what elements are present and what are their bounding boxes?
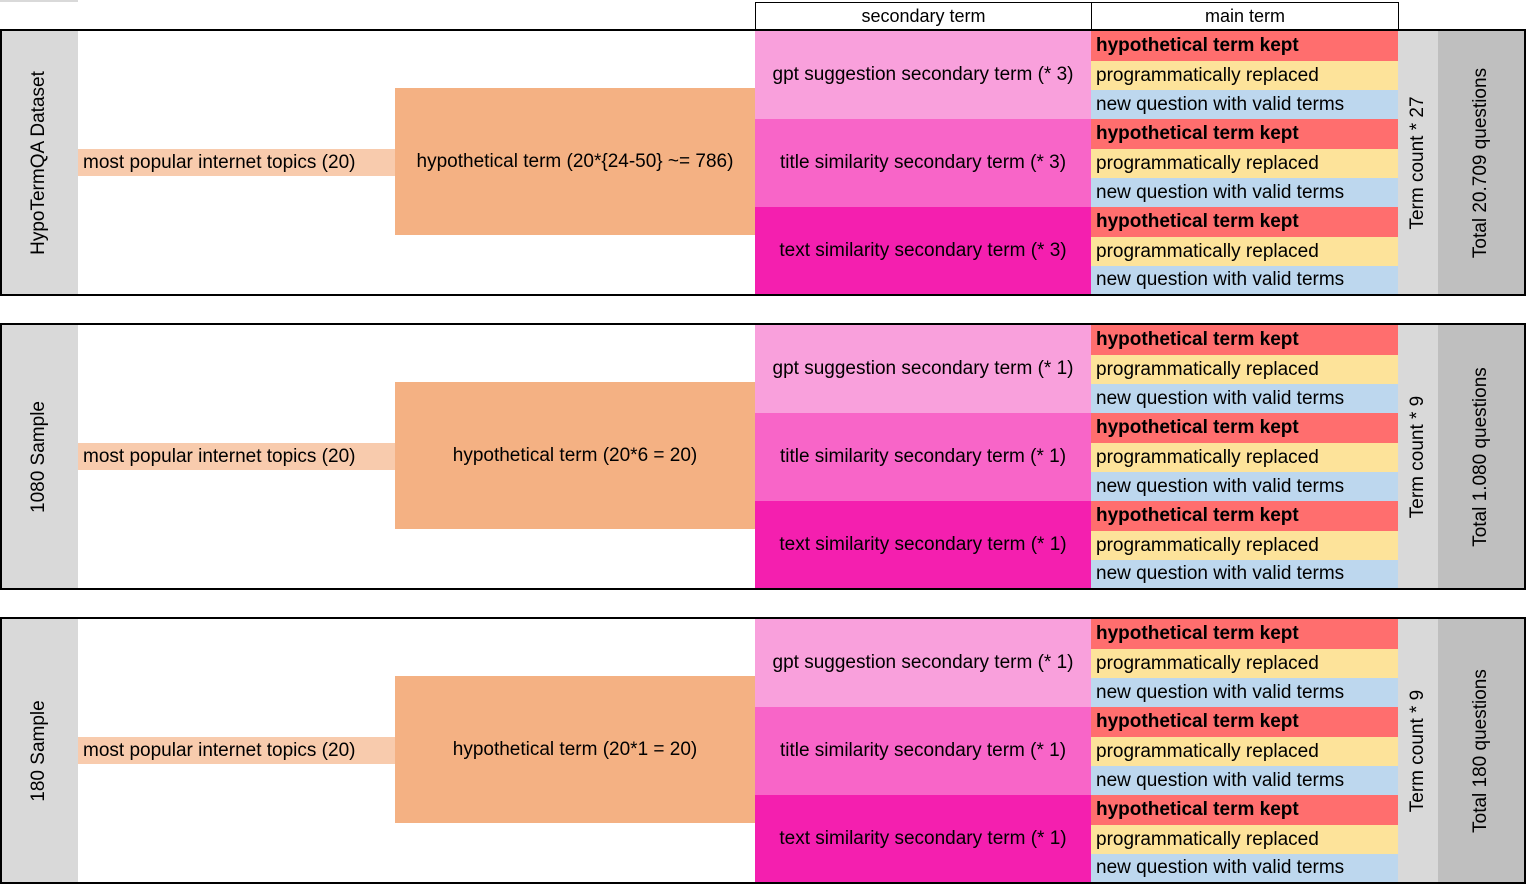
main-kept: hypothetical term kept bbox=[1091, 795, 1398, 825]
main-new-question: new question with valid terms bbox=[1091, 678, 1398, 707]
main-kept: hypothetical term kept bbox=[1091, 413, 1398, 443]
secondary-text-box: text similarity secondary term (* 1) bbox=[755, 795, 1091, 882]
main-kept: hypothetical term kept bbox=[1091, 325, 1398, 355]
corner-cell bbox=[0, 0, 78, 2]
secondary-gpt-box: gpt suggestion secondary term (* 1) bbox=[755, 619, 1091, 707]
main-replaced: programmatically replaced bbox=[1091, 237, 1398, 266]
secondary-text-box: text similarity secondary term (* 3) bbox=[755, 207, 1091, 294]
main-new-question: new question with valid terms bbox=[1091, 854, 1398, 882]
secondary-title-box: title similarity secondary term (* 1) bbox=[755, 707, 1091, 795]
section-label-cell: 180 Sample bbox=[0, 617, 78, 884]
secondary-term-header: secondary term bbox=[755, 2, 1092, 31]
main-kept: hypothetical term kept bbox=[1091, 207, 1398, 237]
main-kept: hypothetical term kept bbox=[1091, 119, 1398, 149]
main-new-question: new question with valid terms bbox=[1091, 384, 1398, 413]
main-new-question: new question with valid terms bbox=[1091, 766, 1398, 795]
main-new-question: new question with valid terms bbox=[1091, 90, 1398, 119]
topics-box: most popular internet topics (20) bbox=[78, 149, 395, 176]
main-replaced: programmatically replaced bbox=[1091, 825, 1398, 854]
main-kept: hypothetical term kept bbox=[1091, 707, 1398, 737]
main-replaced: programmatically replaced bbox=[1091, 443, 1398, 472]
term-count-cell: Term count * 9 bbox=[1398, 619, 1438, 882]
main-replaced: programmatically replaced bbox=[1091, 61, 1398, 90]
main-term-header: main term bbox=[1091, 2, 1399, 31]
section-frame bbox=[0, 323, 1526, 590]
section-label-cell: HypoTermQA Dataset bbox=[0, 29, 78, 296]
main-replaced: programmatically replaced bbox=[1091, 355, 1398, 384]
secondary-gpt-box: gpt suggestion secondary term (* 1) bbox=[755, 325, 1091, 413]
main-replaced: programmatically replaced bbox=[1091, 649, 1398, 678]
section-180-sample: 180 Sample most popular internet topics … bbox=[0, 617, 1526, 884]
hypothetical-term-box: hypothetical term (20*{24-50} ~= 786) bbox=[395, 88, 755, 235]
section-frame bbox=[0, 29, 1526, 296]
main-new-question: new question with valid terms bbox=[1091, 178, 1398, 207]
topics-box: most popular internet topics (20) bbox=[78, 443, 395, 470]
main-new-question: new question with valid terms bbox=[1091, 266, 1398, 294]
secondary-gpt-box: gpt suggestion secondary term (* 3) bbox=[755, 31, 1091, 119]
term-count-cell: Term count * 9 bbox=[1398, 325, 1438, 588]
main-replaced: programmatically replaced bbox=[1091, 737, 1398, 766]
main-new-question: new question with valid terms bbox=[1091, 472, 1398, 501]
total-cell: Total 20.709 questions bbox=[1438, 31, 1524, 294]
secondary-text-box: text similarity secondary term (* 1) bbox=[755, 501, 1091, 588]
term-count-cell: Term count * 27 bbox=[1398, 31, 1438, 294]
topics-box: most popular internet topics (20) bbox=[78, 737, 395, 764]
total-cell: Total 180 questions bbox=[1438, 619, 1524, 882]
main-kept: hypothetical term kept bbox=[1091, 31, 1398, 61]
section-hypotermqa: HypoTermQA Dataset most popular internet… bbox=[0, 29, 1526, 296]
section-1080-sample: 1080 Sample most popular internet topics… bbox=[0, 323, 1526, 590]
section-frame bbox=[0, 617, 1526, 884]
main-replaced: programmatically replaced bbox=[1091, 149, 1398, 178]
main-kept: hypothetical term kept bbox=[1091, 619, 1398, 649]
hypothetical-term-box: hypothetical term (20*6 = 20) bbox=[395, 382, 755, 529]
total-cell: Total 1.080 questions bbox=[1438, 325, 1524, 588]
main-replaced: programmatically replaced bbox=[1091, 531, 1398, 560]
secondary-title-box: title similarity secondary term (* 3) bbox=[755, 119, 1091, 207]
secondary-title-box: title similarity secondary term (* 1) bbox=[755, 413, 1091, 501]
hypothetical-term-box: hypothetical term (20*1 = 20) bbox=[395, 676, 755, 823]
main-kept: hypothetical term kept bbox=[1091, 501, 1398, 531]
section-label-cell: 1080 Sample bbox=[0, 323, 78, 590]
main-new-question: new question with valid terms bbox=[1091, 560, 1398, 588]
